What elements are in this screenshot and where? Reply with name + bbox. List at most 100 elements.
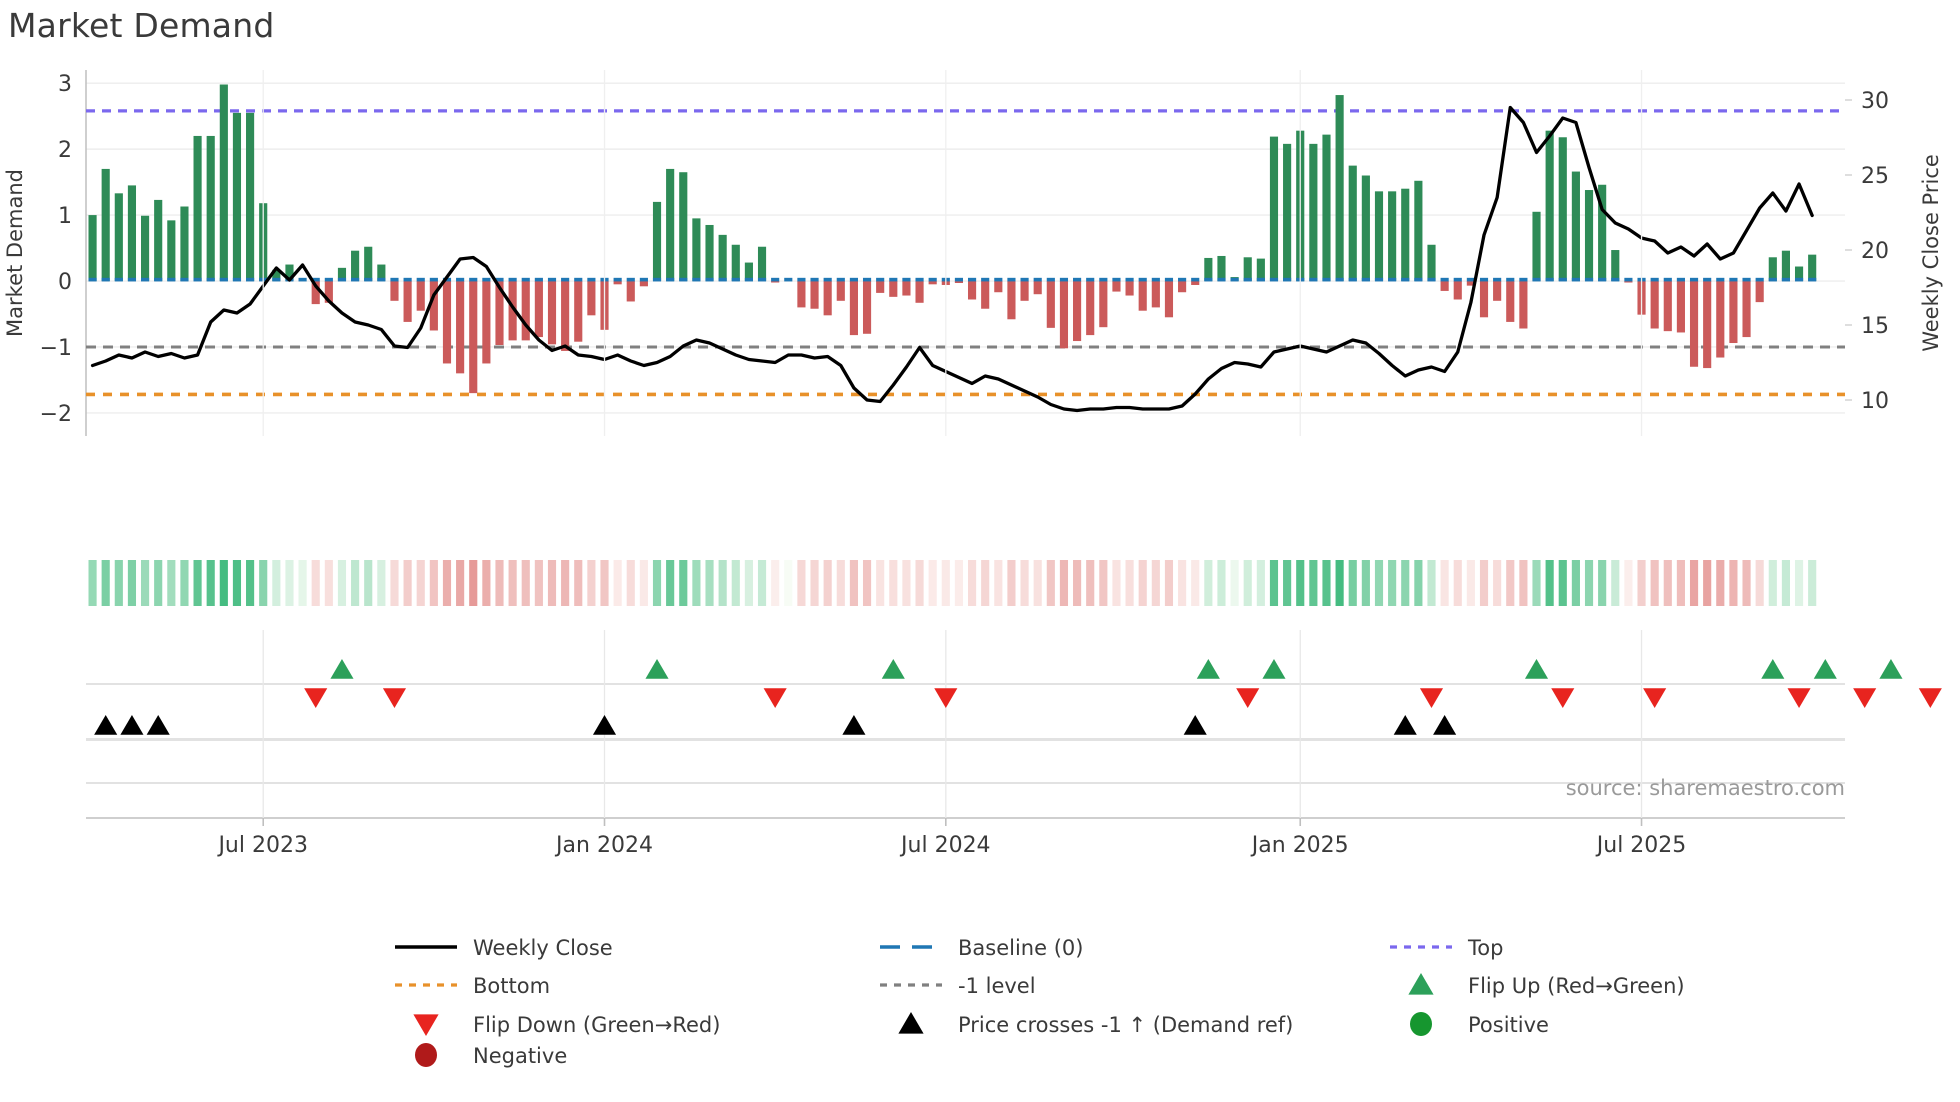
demand-bar [521,281,530,341]
heatmap-cell [272,560,281,606]
heatmap-cell [1808,560,1817,606]
demand-bar [862,281,872,334]
demand-bar [1519,281,1528,329]
baseline-segment [718,277,727,282]
heatmap-cell [692,560,701,606]
baseline-segment [1689,277,1699,282]
demand-bar [1178,281,1187,293]
heatmap-cell [1453,560,1462,606]
baseline-segment [521,277,530,282]
baseline-segment [1558,277,1567,282]
demand-bar [456,281,465,374]
baseline-segment [994,277,1003,282]
baseline-segment [757,277,767,282]
right-axis-title: Weekly Close Price [1919,154,1943,352]
baseline-segment [771,277,780,282]
heatmap-cell [1755,560,1764,606]
baseline-segment [1479,277,1489,282]
demand-bar [1361,175,1370,282]
heatmap-cell [193,560,202,606]
baseline-segment [744,277,753,282]
heatmap-cell [1283,560,1292,606]
heatmap-cell [1427,560,1436,606]
heatmap-cell [429,560,438,606]
heatmap-cell [403,560,412,606]
flip-down-marker [934,688,958,708]
baseline-segment [1466,277,1475,282]
heatmap-cell [1296,560,1305,606]
heatmap-cell [954,560,964,606]
left-tick-label: 1 [58,204,72,229]
heatmap-cell [666,560,675,606]
demand-bar [1650,281,1659,329]
baseline-segment [469,277,478,282]
heatmap-cell [1611,560,1620,606]
left-axis-title: Market Demand [3,169,27,337]
baseline-segment [889,277,898,282]
legend-entry: -1 level [880,974,1036,998]
baseline-segment [206,277,215,282]
heatmap-cell [849,560,858,606]
baseline-segment [337,277,347,282]
demand-bar [1007,281,1016,320]
demand-bar [337,267,347,282]
demand-bar [1598,184,1607,282]
baseline-segment [547,277,557,282]
baseline-segment [232,277,242,282]
baseline-segment [1283,277,1292,282]
baseline-segment [679,277,688,282]
demand-bar [1479,281,1489,318]
demand-bar [1755,281,1764,303]
baseline-segment [915,277,924,282]
baseline-segment [836,277,845,282]
demand-bar [1020,281,1029,301]
baseline-segment [1742,277,1751,282]
baseline-segment [1703,277,1712,282]
legend-entry-label: -1 level [958,974,1036,998]
demand-bar [1624,281,1633,283]
flip-down-marker [382,688,407,708]
price-cross-marker [1433,715,1457,735]
baseline-segment [810,277,819,282]
heatmap-cell [180,560,189,606]
right-tick-label: 15 [1861,314,1889,339]
demand-bar [1269,136,1279,282]
demand-bar [1545,130,1554,282]
legend-entry-label: Baseline (0) [958,936,1083,960]
demand-bar [836,281,845,301]
legend-entry: Price crosses -1 ↑ (Demand ref) [898,1012,1293,1037]
demand-bar [954,281,964,284]
demand-bar [652,201,662,282]
baseline-segment [1374,277,1384,282]
heatmap-cell [1716,560,1725,606]
demand-bar [272,269,281,282]
demand-bar [1059,281,1069,349]
legend-entry: Positive [1410,1012,1549,1037]
demand-bar [587,281,596,316]
baseline-segment [364,277,373,282]
baseline-segment [88,277,97,282]
legend-entry-label: Negative [473,1044,567,1068]
right-tick-label: 10 [1861,389,1889,414]
x-tick-label: Jul 2023 [216,833,308,858]
baseline-segment [823,277,832,282]
heatmap-cell [626,560,635,606]
baseline-segment [1138,277,1147,282]
heatmap-cell [1768,560,1777,606]
heatmap-cell [1059,560,1069,606]
baseline-segment [1676,277,1685,282]
baseline-segment [1086,277,1095,282]
demand-bar [1794,266,1804,282]
baseline-segment [324,277,333,282]
x-tick-label: Jan 2024 [554,833,653,858]
demand-bar [1768,257,1777,282]
demand-bar [206,135,215,282]
price-cross-marker [146,715,170,735]
demand-heatmap-strip [88,560,1817,606]
baseline-segment [587,277,596,282]
legend-entry-label: Price crosses -1 ↑ (Demand ref) [958,1013,1293,1037]
heatmap-cell [889,560,898,606]
baseline-segment [731,277,740,282]
demand-bar [1335,95,1344,282]
